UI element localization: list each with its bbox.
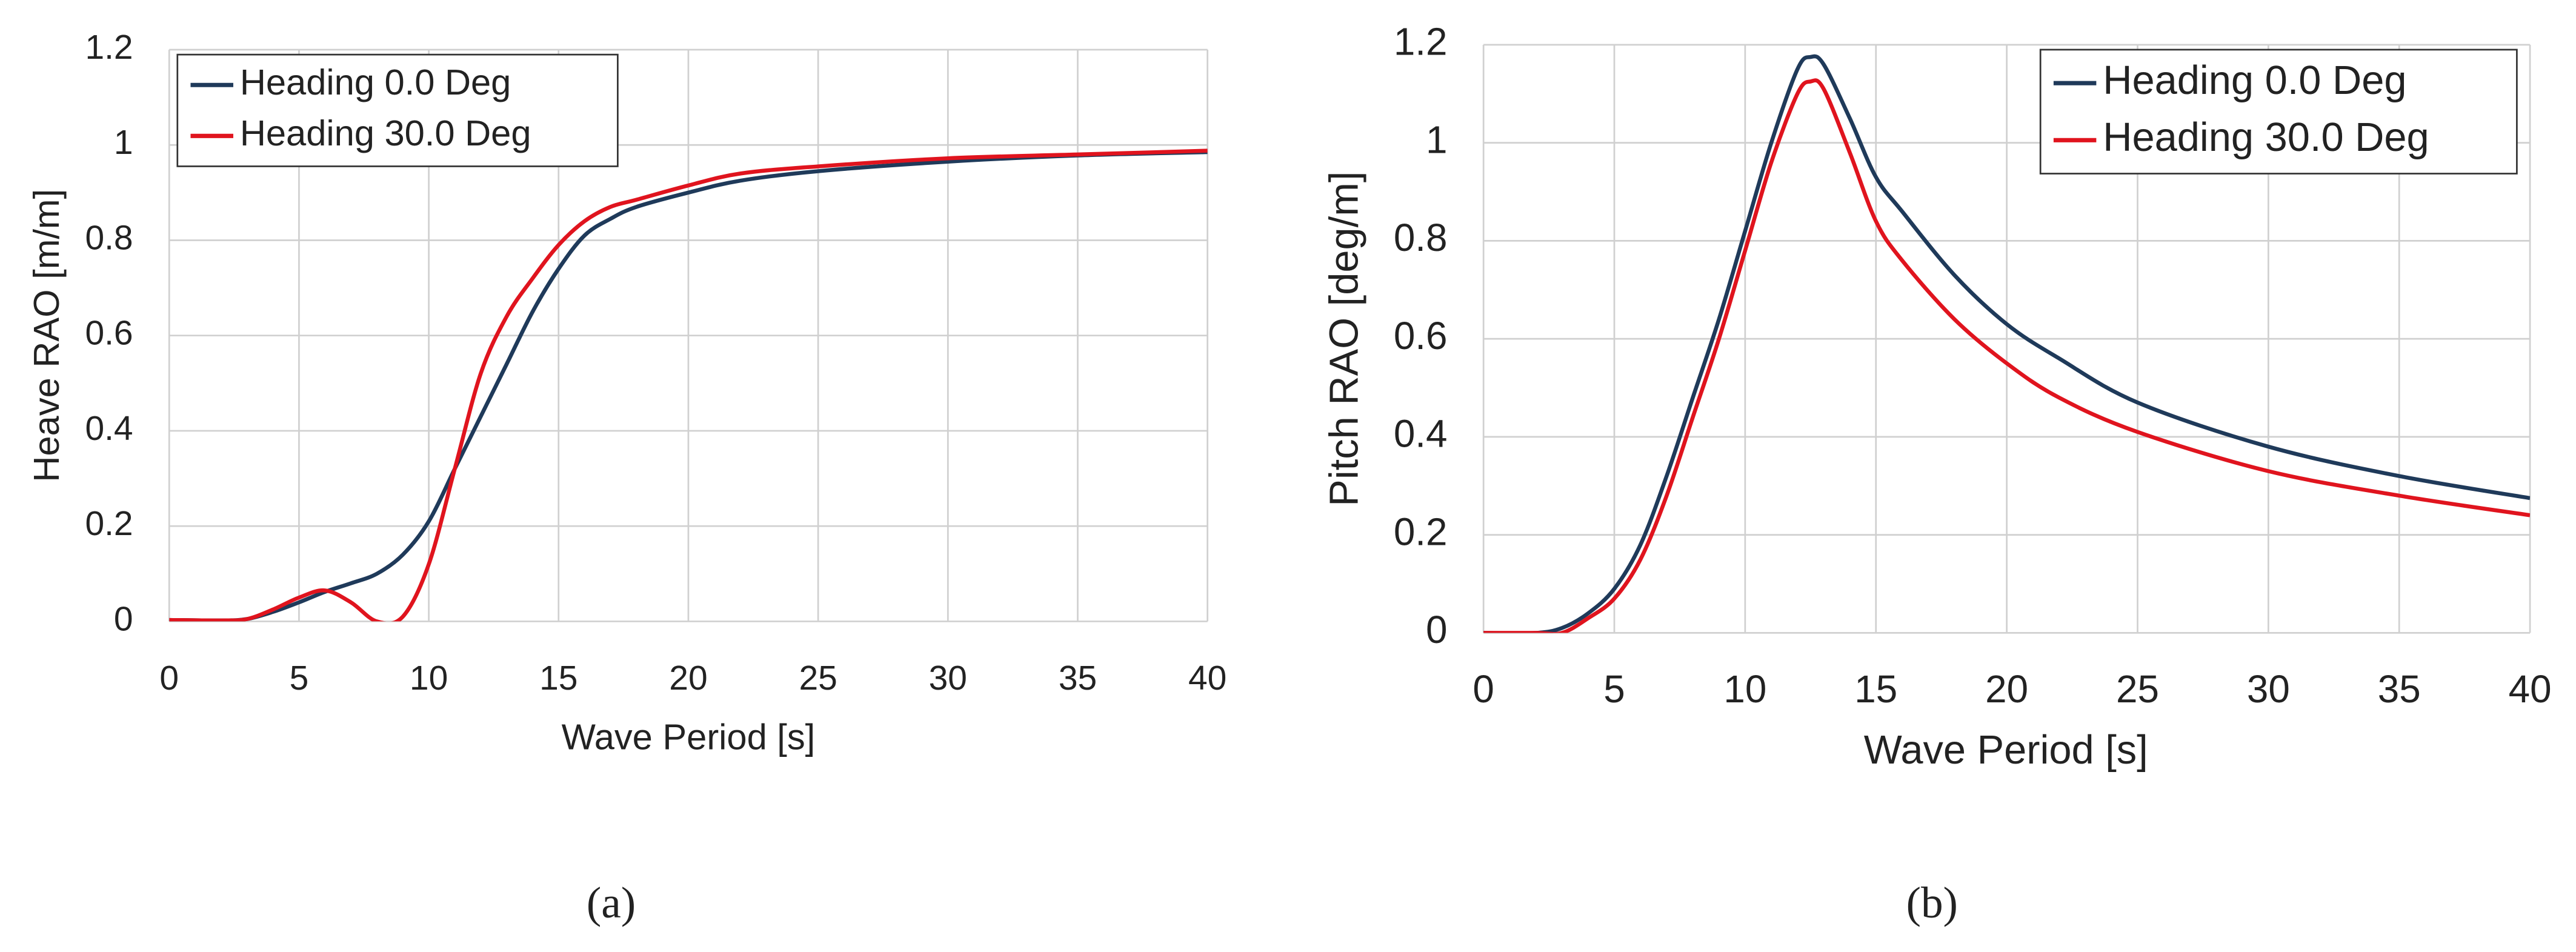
y-tick-label: 1.2: [85, 28, 133, 67]
caption: (a): [587, 878, 636, 927]
caption: (b): [1906, 878, 1958, 927]
chart: 0 0.2 0.4 0.6 0.8 1 1.2 0 5 10 15 20 25 30 35 40 Wave Pe…: [1322, 20, 2552, 927]
legend-box: [176, 53, 619, 167]
legend-box: [2039, 48, 2518, 175]
y-tick-label: 0: [1426, 608, 1447, 651]
x-tick-label: 10: [1723, 667, 1766, 711]
legend-label: Heading 0.0 Deg: [2103, 58, 2406, 103]
y-tick-label: 0.4: [1394, 412, 1448, 456]
data-line: [1483, 54, 2531, 633]
x-tick-label: 30: [2247, 667, 2290, 711]
y-axis-label: Pitch RAO [deg/m]: [1322, 171, 1367, 507]
x-tick-label: 15: [1854, 667, 1897, 711]
x-tick-label: 0: [159, 659, 179, 697]
y-tick-label: 0.8: [85, 218, 133, 257]
y-tick-label: 1.2: [1394, 20, 1448, 64]
x-tick-label: 25: [2116, 667, 2159, 711]
y-tick-label: 0.8: [1394, 216, 1448, 259]
x-tick-label: 0: [1473, 667, 1494, 711]
x-tick-label: 25: [799, 659, 837, 697]
legend-label: Heading 0.0 Deg: [240, 62, 511, 102]
data-line: [169, 148, 1208, 622]
x-tick-label: 30: [929, 659, 967, 697]
y-tick-label: 1: [114, 123, 133, 162]
x-tick-label: 20: [669, 659, 707, 697]
y-tick-label: 0.2: [1394, 510, 1448, 553]
y-tick-label: 0.4: [85, 409, 133, 448]
x-tick-label: 35: [2378, 667, 2421, 711]
x-tick-label: 10: [410, 659, 448, 697]
x-tick-label: 5: [1603, 667, 1625, 711]
y-tick-label: 0: [114, 599, 133, 638]
y-tick-label: 0.6: [1394, 314, 1448, 358]
data-line: [169, 150, 1208, 622]
x-axis-label: Wave Period [s]: [1864, 728, 2148, 773]
x-tick-label: 20: [1985, 667, 2028, 711]
y-tick-label: 0.6: [85, 314, 133, 353]
x-tick-label: 40: [2509, 667, 2552, 711]
y-tick-label: 0.2: [85, 504, 133, 543]
x-tick-label: 40: [1188, 659, 1226, 697]
data-line: [1483, 78, 2531, 633]
y-axis-label: Heave RAO [m/m]: [26, 189, 67, 482]
chart: 0 0.2 0.4 0.6 0.8 1 1.2 0 5 10 15 20 25 30 35 40 Wave Pe…: [26, 28, 1226, 927]
x-tick-label: 35: [1059, 659, 1097, 697]
legend-label: Heading 30.0 Deg: [240, 113, 531, 153]
x-tick-label: 5: [290, 659, 309, 697]
y-tick-label: 1: [1426, 118, 1447, 161]
x-axis-label: Wave Period [s]: [562, 716, 816, 757]
x-tick-label: 15: [539, 659, 577, 697]
legend-label: Heading 30.0 Deg: [2103, 115, 2429, 160]
